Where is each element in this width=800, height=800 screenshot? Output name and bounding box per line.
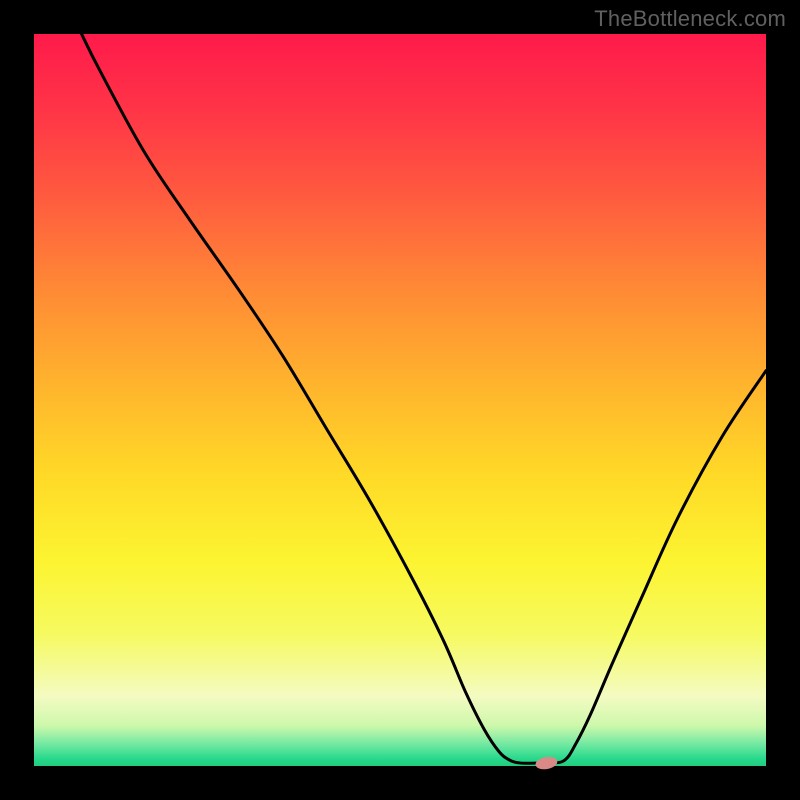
plot-background: [34, 34, 766, 766]
chart-container: TheBottleneck.com: [0, 0, 800, 800]
watermark-text: TheBottleneck.com: [594, 6, 786, 32]
bottleneck-chart: [0, 0, 800, 800]
